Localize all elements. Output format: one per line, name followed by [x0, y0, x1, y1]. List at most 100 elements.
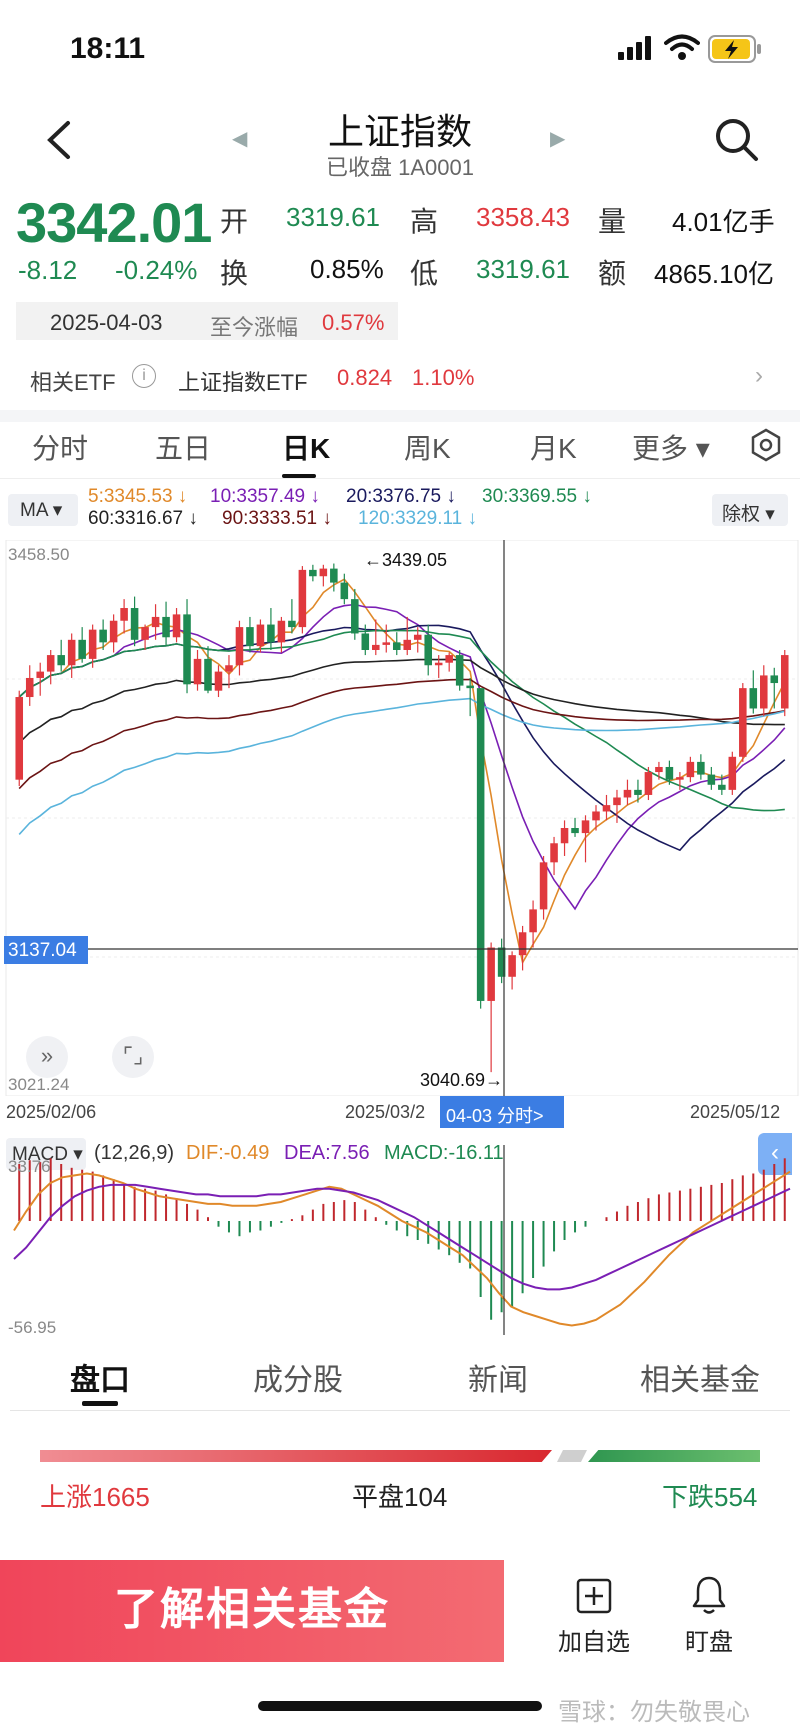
last-price: 3342.01 [16, 191, 212, 254]
expand-icon[interactable]: » [26, 1036, 68, 1078]
etf-pct: 1.10% [412, 365, 475, 390]
kline-chart[interactable]: 3458.50 3021.24 ←3439.05 3040.69→ [0, 540, 800, 1096]
tab-constituents[interactable]: 成分股 [253, 1364, 343, 1397]
candle [277, 616, 286, 653]
candle-body [361, 633, 370, 650]
related-etf-row[interactable] [0, 355, 800, 399]
open-value: 3319.61 [286, 202, 380, 232]
tab-related-funds[interactable]: 相关基金 [640, 1364, 760, 1397]
add-watchlist-label[interactable]: 加自选 [558, 1629, 630, 1656]
candle [780, 649, 789, 717]
x-axis-end: 2025/05/12 [690, 1102, 781, 1122]
info-icon[interactable]: i [132, 364, 156, 388]
search-icon[interactable] [712, 115, 762, 165]
candle [445, 652, 453, 672]
tab-weekly-k[interactable]: 周K [404, 433, 451, 464]
macd-chart[interactable]: 33.76 -56.95 [0, 1145, 800, 1335]
ma120-value: 120:3329.11 ↓ [358, 508, 478, 529]
candle-body [403, 639, 412, 650]
ma-indicator-select[interactable]: MA ▾ [8, 494, 78, 526]
candle-body [382, 642, 391, 645]
candle [15, 690, 24, 787]
candle [644, 766, 653, 801]
candle [88, 624, 97, 668]
candle [183, 599, 191, 694]
tab-news[interactable]: 新闻 [468, 1364, 528, 1397]
candle-body [613, 797, 621, 806]
ex-rights-select[interactable]: 除权 ▾ [712, 494, 788, 526]
candle [256, 619, 265, 653]
candle [288, 599, 296, 634]
fullscreen-icon[interactable]: ⌜⌟ [112, 1036, 154, 1078]
date-range-box [16, 302, 398, 340]
candle-body [256, 624, 265, 647]
candle [57, 639, 65, 672]
candle-body [592, 811, 600, 821]
tab-monthly-k[interactable]: 月K [530, 433, 577, 464]
candle [518, 925, 527, 971]
selected-date: 2025-04-03 [50, 310, 163, 335]
candle [319, 564, 328, 587]
status-bar: 18:11 [0, 0, 800, 100]
candle [697, 754, 705, 780]
candle-body [309, 569, 317, 577]
candle-body [634, 789, 642, 795]
candle-body [15, 697, 24, 780]
candle [214, 665, 223, 698]
candle [351, 588, 359, 640]
kline-grid [6, 678, 798, 958]
candle-body [162, 616, 170, 638]
candle [623, 779, 632, 806]
settings-icon[interactable] [748, 427, 784, 463]
candle [235, 620, 244, 676]
candle [592, 805, 600, 831]
candle-body [25, 677, 34, 698]
candle-body [508, 955, 516, 977]
prev-stock-icon[interactable]: ◀ [232, 128, 248, 150]
candle-body [193, 658, 202, 685]
tab-handicap[interactable]: 盘口 [70, 1364, 130, 1397]
macd-histogram [18, 1158, 786, 1320]
candle [739, 683, 747, 762]
candle-body [487, 947, 495, 1001]
learn-funds-button[interactable]: 了解相关基金 [0, 1560, 504, 1662]
back-icon[interactable] [40, 115, 80, 165]
chevron-right-icon[interactable]: › [755, 362, 763, 389]
candle [707, 766, 716, 790]
crosshair-date-button[interactable]: 04-03 分时> [440, 1096, 564, 1128]
low-marker: 3040.69→ [420, 1070, 503, 1090]
candle [665, 760, 674, 785]
macd-value: MACD:-16.11 [384, 1142, 504, 1164]
candle [193, 649, 202, 691]
signal-icon [618, 36, 651, 60]
candle-body [718, 784, 726, 790]
candle-body [57, 655, 65, 666]
candle [67, 633, 76, 678]
add-watchlist-icon[interactable] [576, 1578, 612, 1614]
candle-body [655, 766, 663, 773]
candle-body [392, 642, 401, 650]
monitor-label[interactable]: 盯盘 [685, 1629, 733, 1656]
unchanged-bar [557, 1450, 587, 1462]
candle-body [560, 828, 569, 844]
candle [309, 564, 317, 582]
bell-icon[interactable] [690, 1574, 728, 1616]
candle-body [602, 805, 611, 812]
tab-five-day[interactable]: 五日 [155, 433, 212, 464]
candle [434, 655, 443, 678]
candle [109, 614, 118, 653]
candle-body [434, 662, 443, 666]
tab-more[interactable]: 更多 ▾ [632, 433, 710, 464]
volume-label: 量 [598, 206, 627, 237]
candle [267, 608, 275, 650]
candle-body [760, 675, 768, 709]
tab-intraday[interactable]: 分时 [32, 433, 89, 464]
next-stock-icon[interactable]: ▶ [550, 128, 566, 150]
macd-y-max: 33.76 [8, 1157, 51, 1176]
candle-body [141, 627, 149, 640]
since-change-label: 至今涨幅 [210, 315, 299, 340]
candle [508, 951, 516, 990]
tab-daily-k[interactable]: 日K [282, 433, 331, 464]
ma60-value: 60:3316.67 ↓ [88, 508, 198, 529]
etf-name[interactable]: 上证指数ETF [178, 370, 308, 395]
